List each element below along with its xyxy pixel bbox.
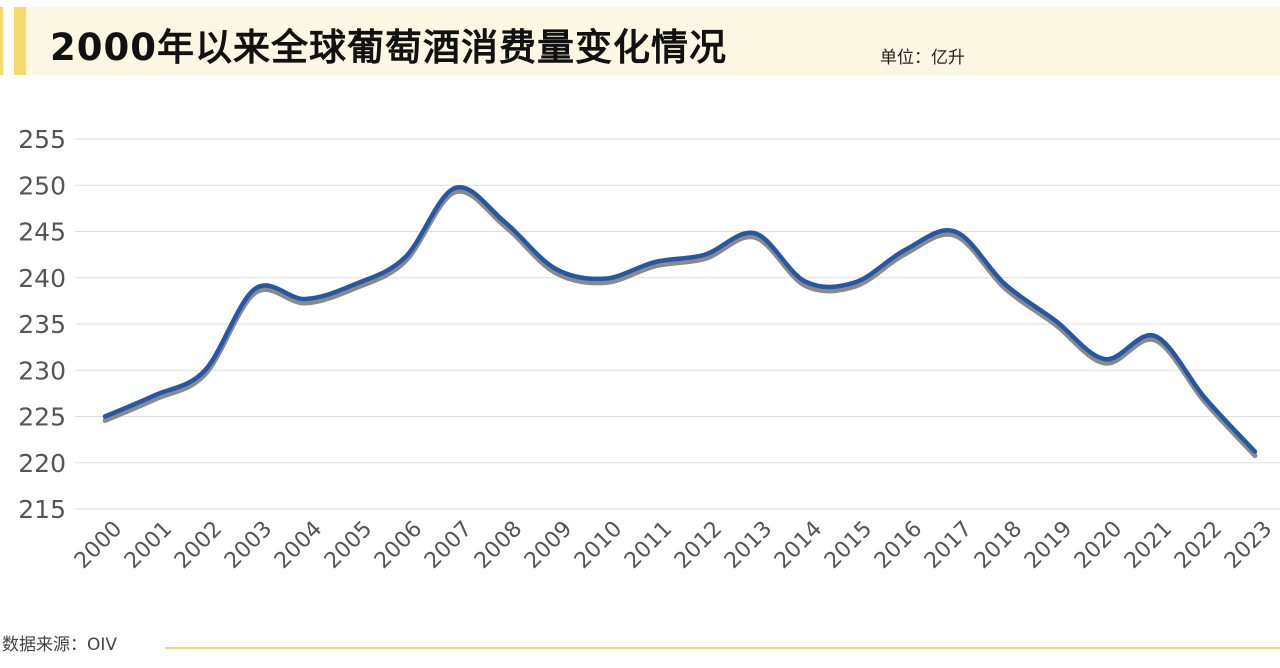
- x-tick-label: 2023: [1220, 517, 1277, 574]
- x-tick-label: 2010: [570, 517, 627, 574]
- x-tick-label: 2014: [770, 517, 827, 574]
- chart-title: 2000年以来全球葡萄酒消费量变化情况: [50, 26, 727, 69]
- x-tick-label: 2017: [920, 517, 977, 574]
- x-tick-label: 2008: [470, 517, 527, 574]
- x-tick-label: 2011: [620, 517, 677, 574]
- x-tick-label: 2020: [1070, 517, 1127, 574]
- x-tick-label: 2003: [220, 517, 277, 574]
- x-tick-label: 2000: [70, 517, 127, 574]
- x-tick-label: 2013: [720, 517, 777, 574]
- x-tick-label: 2002: [170, 517, 227, 574]
- x-tick-label: 2015: [820, 517, 877, 574]
- series-line: [102, 184, 1258, 454]
- y-tick-label: 235: [18, 310, 66, 339]
- y-tick-label: 225: [18, 403, 66, 432]
- footer-divider: [165, 647, 1280, 649]
- y-tick-label: 255: [18, 125, 66, 154]
- accent-bar: [0, 7, 3, 75]
- y-tick-label: 245: [18, 218, 66, 247]
- y-tick-label: 220: [18, 449, 66, 478]
- x-tick-label: 2019: [1020, 517, 1077, 574]
- x-tick-label: 2006: [370, 517, 427, 574]
- x-tick-label: 2016: [870, 517, 927, 574]
- series-line-shadow: [102, 188, 1258, 459]
- y-tick-label: 250: [18, 171, 66, 200]
- x-tick-label: 2004: [270, 517, 327, 574]
- y-tick-label: 215: [18, 495, 66, 524]
- y-tick-label: 240: [18, 264, 66, 293]
- y-tick-label: 230: [18, 356, 66, 385]
- x-tick-label: 2007: [420, 517, 477, 574]
- unit-label: 单位：亿升: [880, 48, 965, 68]
- accent-bar: [14, 7, 26, 75]
- x-tick-label: 2001: [120, 517, 177, 574]
- x-tick-label: 2012: [670, 517, 727, 574]
- x-tick-label: 2005: [320, 517, 377, 574]
- x-tick-label: 2021: [1120, 517, 1177, 574]
- x-tick-label: 2009: [520, 517, 577, 574]
- data-source: 数据来源：OIV: [2, 635, 118, 655]
- header-background: [26, 7, 1280, 75]
- x-tick-label: 2022: [1170, 517, 1227, 574]
- x-tick-label: 2018: [970, 517, 1027, 574]
